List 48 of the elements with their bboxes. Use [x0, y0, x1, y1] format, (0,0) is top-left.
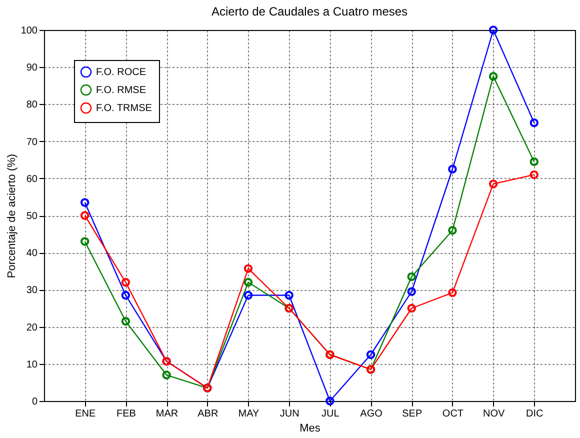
y-tick-label: 90 [26, 62, 38, 74]
y-tick-label: 50 [26, 211, 38, 222]
point [162, 370, 171, 380]
y-tick-label: 70 [26, 136, 38, 148]
legend-label: F.O. ROCE [96, 67, 146, 78]
y-tick-label: 80 [26, 100, 38, 111]
x-tick-label: OCT [442, 408, 464, 420]
y-tick-label: 0 [32, 396, 38, 408]
y-tick-label: 30 [26, 285, 38, 296]
point [448, 226, 457, 235]
legend-label: F.O. RMSE [96, 85, 146, 96]
x-tick-label: JUN [280, 408, 300, 420]
x-tick-label: FEB [116, 408, 136, 420]
point [448, 288, 457, 298]
point [488, 26, 498, 34]
x-tick-label: ABR [198, 408, 218, 420]
y-tick-label: 100 [20, 26, 38, 36]
y-tick-label: 20 [26, 322, 38, 334]
chart-title: Acierto de Caudales a Cuatro meses [211, 4, 408, 19]
x-tick-label: AGO [360, 408, 383, 420]
point [326, 396, 334, 406]
y-tick-label: 40 [26, 248, 38, 260]
x-tick-label: SEP [402, 408, 422, 420]
x-tick-label: JUL [322, 408, 340, 420]
x-tick-label: DIC [526, 408, 544, 420]
legend-label: F.O. TRMSE [96, 103, 152, 114]
x-tick-label: MAY [238, 408, 260, 420]
point [488, 72, 498, 81]
y-axis-title: Porcentaje de acierto (%) [6, 154, 18, 278]
point [407, 304, 416, 313]
point [284, 290, 294, 300]
point [121, 290, 130, 300]
point [244, 264, 253, 273]
x-tick-label: NOV [482, 408, 505, 420]
point [121, 316, 130, 326]
point [448, 164, 457, 174]
x-tick-label: ENE [75, 408, 96, 420]
point [407, 272, 416, 282]
point [121, 278, 130, 287]
point [244, 278, 253, 287]
point [244, 290, 253, 300]
point [488, 180, 498, 188]
y-tick-label: 10 [26, 359, 38, 370]
point [407, 287, 416, 296]
x-axis-title: Mes [300, 422, 321, 434]
x-tick-label: MAR [156, 408, 178, 420]
y-tick-label: 60 [26, 174, 38, 185]
point [366, 350, 376, 359]
